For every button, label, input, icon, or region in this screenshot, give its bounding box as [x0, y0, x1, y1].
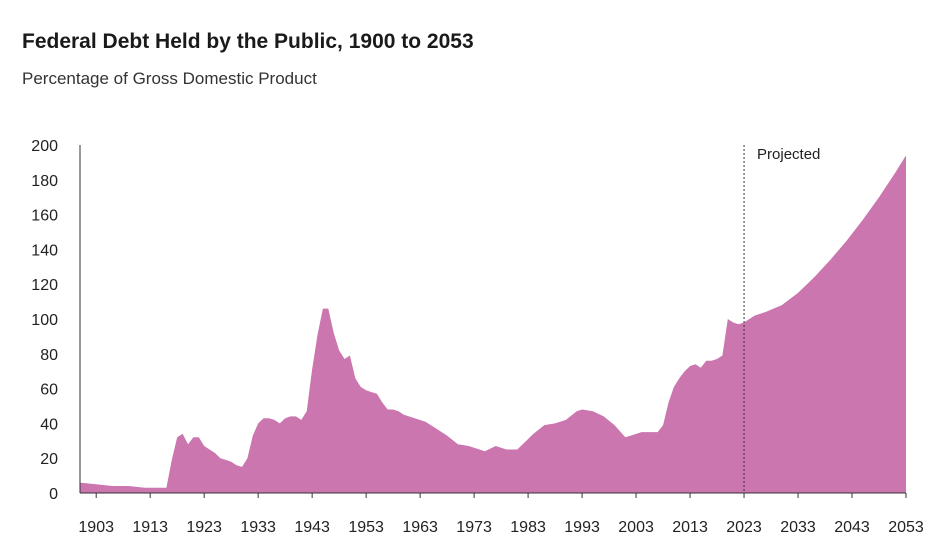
x-tick-label: 2043 — [834, 519, 870, 536]
x-tick-label: 2023 — [726, 519, 762, 536]
y-axis-tick-labels: 0 20 40 60 80 100 120 140 160 180 200 — [31, 138, 58, 503]
x-tick-label: 1993 — [564, 519, 600, 536]
y-tick-label: 100 — [31, 312, 58, 329]
chart-title: Federal Debt Held by the Public, 1900 to… — [22, 30, 474, 53]
y-tick-label: 20 — [40, 451, 58, 468]
x-tick-label: 1913 — [132, 519, 168, 536]
x-tick-label: 1963 — [402, 519, 438, 536]
x-tick-label: 2033 — [780, 519, 816, 536]
y-tick-label: 120 — [31, 277, 58, 294]
debt-area-series — [80, 155, 906, 493]
y-tick-label: 180 — [31, 173, 58, 190]
x-tick-label: 2053 — [888, 519, 924, 536]
x-tick-label: 1903 — [78, 519, 114, 536]
x-tick-label: 2013 — [672, 519, 708, 536]
x-tick-label: 1983 — [510, 519, 546, 536]
y-tick-label: 160 — [31, 208, 58, 225]
y-tick-label: 40 — [40, 416, 58, 433]
y-tick-label: 60 — [40, 382, 58, 399]
x-tick-label: 1953 — [348, 519, 384, 536]
x-tick-label: 1943 — [294, 519, 330, 536]
y-tick-label: 0 — [49, 486, 58, 503]
x-tick-label: 2003 — [618, 519, 654, 536]
y-tick-label: 140 — [31, 242, 58, 259]
projected-annotation: Projected — [757, 146, 820, 163]
y-tick-label: 200 — [31, 138, 58, 155]
x-axis-tick-labels: 1903 1913 1923 1933 1943 1953 1963 1973 1983 1993… — [78, 519, 923, 536]
chart-subtitle: Percentage of Gross Domestic Product — [22, 69, 317, 88]
x-tick-label: 1933 — [240, 519, 276, 536]
x-tick-label: 1973 — [456, 519, 492, 536]
x-tick-label: 1923 — [186, 519, 222, 536]
x-axis-tick-marks — [95, 493, 907, 498]
y-tick-label: 80 — [40, 347, 58, 364]
